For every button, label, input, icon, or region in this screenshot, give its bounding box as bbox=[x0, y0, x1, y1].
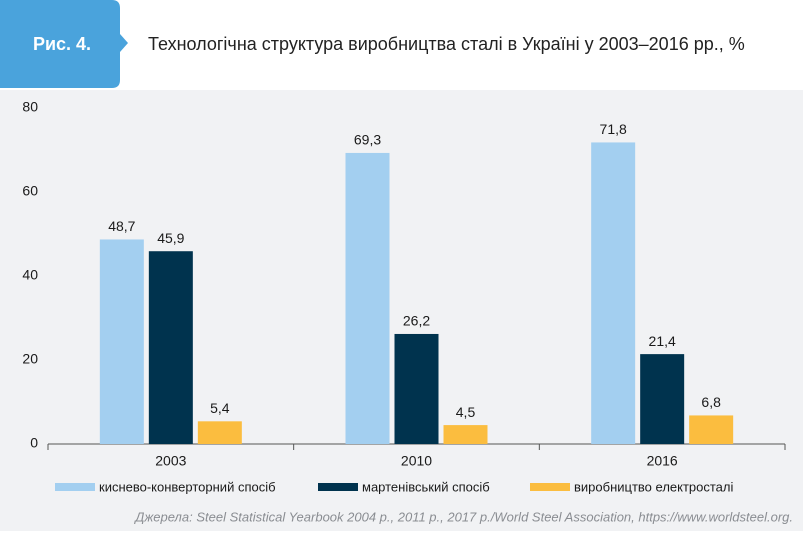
y-tick-label: 40 bbox=[22, 267, 38, 283]
value-label: 71,8 bbox=[600, 121, 627, 137]
value-label: 45,9 bbox=[157, 230, 184, 246]
legend-label: киснево-конверторний спосіб bbox=[99, 479, 276, 494]
bar bbox=[99, 239, 144, 444]
bar bbox=[591, 142, 636, 444]
value-label: 5,4 bbox=[210, 400, 230, 416]
bar bbox=[148, 251, 193, 444]
figure-tab bbox=[0, 0, 128, 88]
y-tick-label: 60 bbox=[22, 183, 38, 199]
value-label: 69,3 bbox=[354, 132, 381, 148]
y-tick-label: 0 bbox=[30, 435, 38, 451]
x-tick-label: 2016 bbox=[647, 453, 678, 469]
chart-title: Технологічна структура виробництва сталі… bbox=[148, 34, 745, 54]
legend-label: виробництво електросталі bbox=[574, 479, 734, 494]
y-tick-label: 80 bbox=[22, 99, 38, 115]
x-tick-label: 2003 bbox=[155, 453, 186, 469]
bar bbox=[443, 425, 488, 444]
bar bbox=[345, 152, 390, 444]
value-label: 4,5 bbox=[456, 404, 476, 420]
legend-label: мартенівський спосіб bbox=[362, 479, 490, 494]
legend-swatch bbox=[55, 483, 95, 491]
legend-swatch bbox=[318, 483, 358, 491]
value-label: 6,8 bbox=[701, 394, 721, 410]
figure-label: Рис. 4. bbox=[33, 34, 91, 54]
y-tick-label: 20 bbox=[22, 351, 38, 367]
value-label: 48,7 bbox=[108, 218, 135, 234]
x-tick-label: 2010 bbox=[401, 453, 432, 469]
value-label: 26,2 bbox=[403, 313, 430, 329]
legend-swatch bbox=[530, 483, 570, 491]
bar bbox=[640, 354, 685, 444]
bar bbox=[689, 415, 734, 444]
bar bbox=[394, 333, 439, 444]
value-label: 21,4 bbox=[649, 333, 676, 349]
source-note: Джерела: Steel Statistical Yearbook 2004… bbox=[133, 509, 793, 524]
bar bbox=[197, 421, 242, 444]
